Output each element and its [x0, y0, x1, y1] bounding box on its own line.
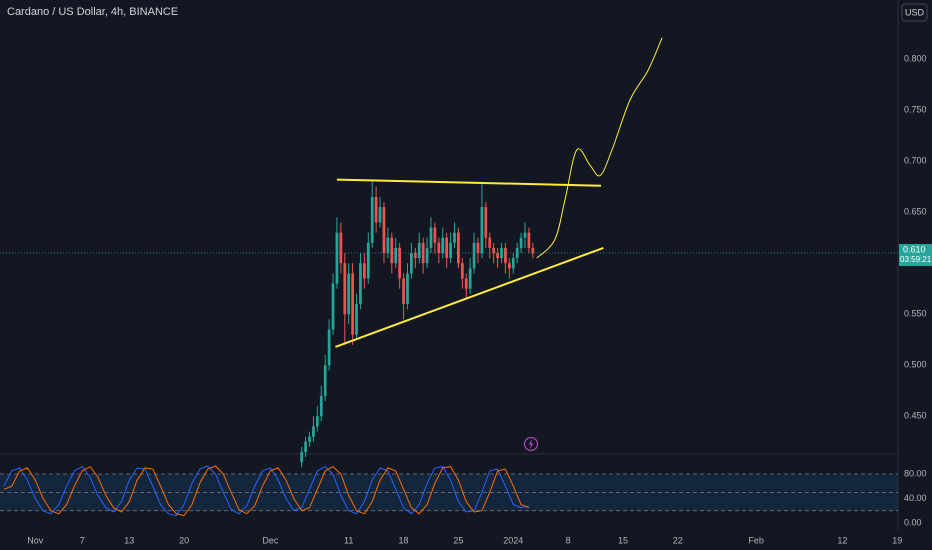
last-price-label: 0.610 — [903, 244, 926, 254]
candle-body — [457, 232, 460, 264]
x-tick-label: 22 — [673, 535, 683, 545]
candle-body — [370, 196, 374, 243]
candle-body — [433, 227, 437, 243]
candle-body — [331, 283, 335, 330]
y-tick-label: 0.750 — [904, 105, 927, 115]
candle-body — [386, 237, 390, 254]
x-tick-label: 13 — [124, 535, 134, 545]
x-tick-label: 8 — [566, 535, 571, 545]
countdown-label: 03:59:21 — [900, 255, 932, 264]
y-tick-label: 0.800 — [904, 54, 927, 64]
x-tick-label: 18 — [399, 535, 409, 545]
currency-button[interactable] — [901, 3, 928, 22]
candle-body — [347, 273, 351, 315]
candle-body — [382, 207, 386, 254]
candle-body — [488, 237, 492, 248]
candle-body — [527, 232, 531, 248]
x-tick-label: Dec — [262, 535, 279, 545]
candle-body — [363, 263, 366, 279]
candle-body — [343, 263, 347, 315]
candle-body — [429, 227, 433, 248]
oscillator-tick-label: 0.00 — [904, 517, 922, 527]
candle-body — [496, 253, 499, 259]
x-tick-label: 19 — [892, 535, 902, 545]
candle-body — [339, 232, 343, 264]
y-tick-label: 0.450 — [904, 411, 927, 421]
candle-body — [417, 242, 421, 259]
x-tick-label: 2024 — [503, 535, 523, 545]
candle-body — [406, 273, 409, 305]
candle-body — [460, 263, 464, 279]
candle-body — [359, 263, 362, 305]
candle-body — [319, 395, 323, 417]
candle-body — [323, 365, 327, 396]
candle-body — [492, 247, 496, 254]
oscillator-line — [3, 465, 530, 517]
candle-body — [355, 304, 358, 335]
x-tick-label: Feb — [748, 535, 764, 545]
chart-title: Cardano / US Dollar, 4h, BINANCE — [7, 6, 178, 18]
oscillator-line — [3, 465, 530, 517]
candle-body — [441, 237, 445, 254]
x-tick-label: 7 — [80, 535, 85, 545]
candle-body — [413, 253, 417, 259]
candle-body — [472, 242, 476, 269]
candle-body — [410, 253, 413, 274]
candle-body — [402, 278, 405, 305]
candle-body — [484, 207, 488, 238]
trend-line — [336, 178, 602, 187]
candle-body — [515, 247, 519, 259]
candle-body — [531, 247, 535, 254]
candle-body — [500, 247, 503, 259]
projection-curve — [536, 37, 663, 259]
candle-body — [421, 242, 425, 264]
candle-body — [476, 242, 480, 254]
event-icon-bolt — [528, 439, 534, 449]
candle-body — [519, 237, 523, 248]
x-tick-label: 20 — [179, 535, 189, 545]
candle-body — [308, 436, 311, 442]
y-tick-label: 0.700 — [904, 156, 927, 166]
candle-body — [315, 416, 319, 427]
candle-body — [480, 207, 484, 254]
y-tick-label: 0.650 — [904, 207, 927, 217]
y-tick-label: 0.550 — [904, 309, 927, 319]
candle-body — [378, 207, 382, 223]
candle-body — [523, 232, 527, 238]
candle-body — [390, 237, 394, 264]
candle-body — [366, 242, 370, 279]
candle-body — [312, 426, 315, 437]
last-price-box — [899, 244, 932, 267]
candle-body — [464, 278, 468, 289]
candle-body — [507, 263, 511, 269]
candle-body — [394, 247, 398, 264]
candle-body — [374, 196, 378, 223]
candle-body — [504, 247, 507, 264]
candle-body — [468, 268, 472, 289]
currency-label[interactable]: USD — [905, 7, 925, 17]
candle-body — [304, 441, 307, 452]
x-tick-label: 12 — [837, 535, 847, 545]
candle-body — [327, 329, 331, 366]
candle-body — [511, 258, 515, 269]
candle-body — [445, 237, 449, 259]
candle-body — [335, 232, 339, 284]
x-tick-label: 15 — [618, 535, 628, 545]
event-icon[interactable] — [523, 436, 539, 452]
x-tick-label: 11 — [344, 535, 353, 545]
candle-body — [449, 242, 452, 259]
candle-body — [425, 247, 429, 264]
oscillator-tick-label: 80.00 — [904, 468, 927, 478]
y-tick-label: 0.500 — [904, 360, 927, 370]
x-tick-label: 25 — [453, 535, 463, 545]
trend-line — [335, 246, 604, 348]
oscillator-tick-label: 40.00 — [904, 493, 927, 503]
candle-body — [453, 232, 456, 243]
candle-body — [398, 247, 402, 279]
candle-body — [351, 273, 354, 335]
candle-body — [437, 242, 441, 254]
x-tick-label: Nov — [27, 535, 44, 545]
candle-body — [300, 451, 304, 463]
